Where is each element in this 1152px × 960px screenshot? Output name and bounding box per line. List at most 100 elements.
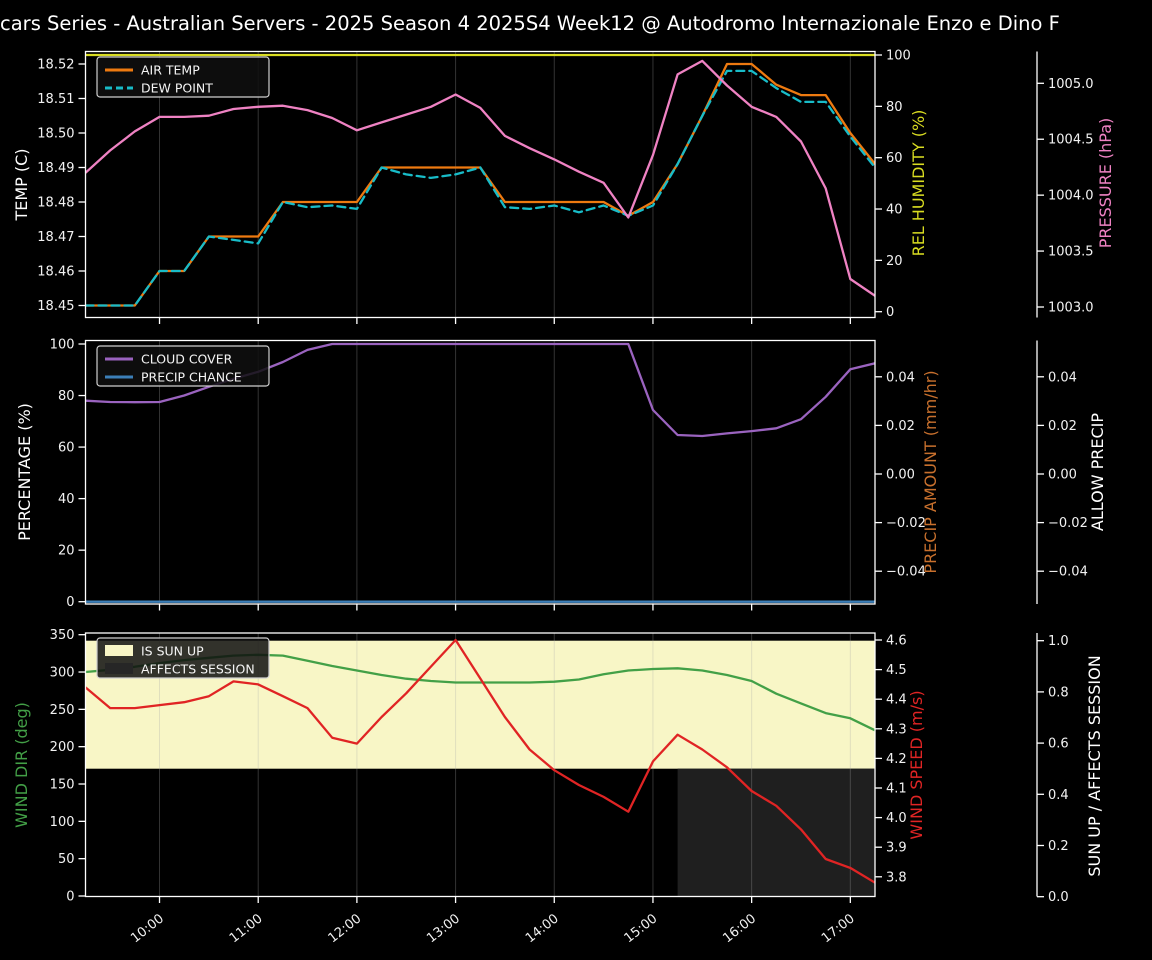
legend-box <box>96 56 270 98</box>
axis-label-right1: REL HUMIDITY (%) <box>909 110 928 257</box>
ytick-label: 300 <box>50 666 75 681</box>
ytick-label: 1004.5 <box>1048 133 1094 148</box>
ytick-label: 80 <box>58 389 75 404</box>
ytick-label: 60 <box>886 151 903 166</box>
axis-label-right1: PRECIP AMOUNT (mm/hr) <box>921 370 940 573</box>
panel-wind-sun: 0 50 100 150 200 250 300 350 3.8 3.9 4.0 4.1 4.2 4.3 4… <box>12 628 1104 905</box>
ytick-label: 1003.5 <box>1048 245 1094 260</box>
ytick-label: 0.0 <box>1048 890 1069 905</box>
ytick-label: 0.04 <box>886 370 915 385</box>
ytick-label: 18.49 <box>37 161 74 176</box>
xtick-label: 13:00 <box>424 911 463 946</box>
series-dew-point <box>85 69 875 307</box>
panel-border <box>84 50 876 319</box>
ytick-label: 18.45 <box>37 299 74 314</box>
ytick-label: −0.04 <box>1048 565 1088 580</box>
ytick-label: 1005.0 <box>1048 77 1094 92</box>
ytick-label: 0.4 <box>1048 788 1069 803</box>
legend-label: AIR TEMP <box>141 63 200 78</box>
xtick-label: 12:00 <box>326 911 365 946</box>
ytick-label: 0.02 <box>1048 419 1077 434</box>
panel-cloud-precip: 0 20 40 60 80 100 −0.04 −0.02 0.00 0.02 0.04 −0.04 −… <box>15 338 1107 611</box>
legend-label: IS SUN UP <box>141 644 204 659</box>
ytick-label: 100 <box>886 49 911 64</box>
xtick-label: 14:00 <box>523 911 562 946</box>
ytick-label: 250 <box>50 703 75 718</box>
axis-label-right1: WIND SPEED (m/s) <box>907 690 926 839</box>
band-affects-session <box>677 768 875 897</box>
legend: IS SUN UP AFFECTS SESSION <box>96 637 270 679</box>
ytick-label: 0.6 <box>1048 737 1069 752</box>
ytick-label: 1003.0 <box>1048 301 1094 316</box>
xtick-label: 15:00 <box>622 911 661 946</box>
ytick-label: −0.02 <box>886 516 926 531</box>
legend-swatch <box>105 663 133 674</box>
figure-title: cars Series - Australian Servers - 2025 … <box>0 12 1060 35</box>
ytick-label: 4.4 <box>886 693 907 708</box>
ytick-label: −0.02 <box>1048 516 1088 531</box>
axis-label-right2: PRESSURE (hPa) <box>1096 118 1115 249</box>
ytick-label: 80 <box>886 100 903 115</box>
ytick-label: 150 <box>50 778 75 793</box>
ytick-label: 4.5 <box>886 663 907 678</box>
panel-border <box>84 339 876 605</box>
ytick-label: 0.2 <box>1048 839 1069 854</box>
xtick-label: 10:00 <box>128 911 167 946</box>
ytick-label: 1.0 <box>1048 634 1069 649</box>
ytick-label: 200 <box>50 740 75 755</box>
xtick-label: 17:00 <box>819 911 858 946</box>
legend-swatch <box>105 645 133 656</box>
ytick-label: 20 <box>886 254 903 269</box>
axis-label-left: TEMP (C) <box>12 148 31 221</box>
series-pressure <box>85 59 875 297</box>
ytick-label: 18.52 <box>37 58 74 73</box>
legend-box <box>96 637 270 679</box>
ytick-label: 18.48 <box>37 196 74 211</box>
ytick-label: 0 <box>66 890 74 905</box>
series-air-temp <box>85 62 875 307</box>
axis-label-left: PERCENTAGE (%) <box>15 403 34 541</box>
ytick-label: 18.51 <box>37 92 74 107</box>
ytick-label: −0.04 <box>886 565 926 580</box>
axis-label-right2: ALLOW PRECIP <box>1088 413 1107 531</box>
axis-label-left: WIND DIR (deg) <box>12 702 31 828</box>
xtick-label: 16:00 <box>720 911 759 946</box>
ytick-label: 100 <box>50 815 75 830</box>
ytick-label: 18.50 <box>37 127 74 142</box>
ytick-label: 4.1 <box>886 782 907 797</box>
ytick-label: 40 <box>58 492 75 507</box>
ytick-label: 40 <box>886 203 903 218</box>
ytick-label: 0 <box>66 595 74 610</box>
ytick-label: 0.00 <box>1048 468 1077 483</box>
panel-border <box>84 632 876 898</box>
ytick-label: 0.00 <box>886 468 915 483</box>
legend-label: DEW POINT <box>141 81 213 96</box>
ytick-label: 4.0 <box>886 811 907 826</box>
legend: CLOUD COVER PRECIP CHANCE <box>96 345 270 387</box>
axis-label-right2: SUN UP / AFFECTS SESSION <box>1085 655 1104 876</box>
ytick-label: 0 <box>886 305 894 320</box>
ytick-label: 3.9 <box>886 841 907 856</box>
xtick-label: 11:00 <box>227 911 266 946</box>
series-wind-speed <box>85 638 875 884</box>
ytick-label: 60 <box>58 441 75 456</box>
ytick-label: 4.2 <box>886 752 907 767</box>
ytick-label: 0.04 <box>1048 370 1077 385</box>
ytick-label: 3.8 <box>886 870 907 885</box>
legend: AIR TEMP DEW POINT <box>96 56 270 98</box>
ytick-label: 18.47 <box>37 230 74 245</box>
legend-label: AFFECTS SESSION <box>141 662 255 677</box>
ytick-label: 18.46 <box>37 265 74 280</box>
x-axis-labels: 10:00 11:00 12:00 13:00 14:00 15:00 16:00 17:00 <box>128 911 858 946</box>
panel-temperature-humidity-pressure: 18.45 18.46 18.47 18.48 18.49 18.50 18.51 18.52… <box>12 49 1115 324</box>
ytick-label: 100 <box>50 338 75 353</box>
ytick-label: 4.6 <box>886 634 907 649</box>
legend-label: CLOUD COVER <box>141 352 233 367</box>
legend-box <box>96 345 270 387</box>
ytick-label: 1004.0 <box>1048 189 1094 204</box>
ytick-label: 0.02 <box>886 419 915 434</box>
ytick-label: 4.3 <box>886 722 907 737</box>
legend-label: PRECIP CHANCE <box>141 370 242 385</box>
